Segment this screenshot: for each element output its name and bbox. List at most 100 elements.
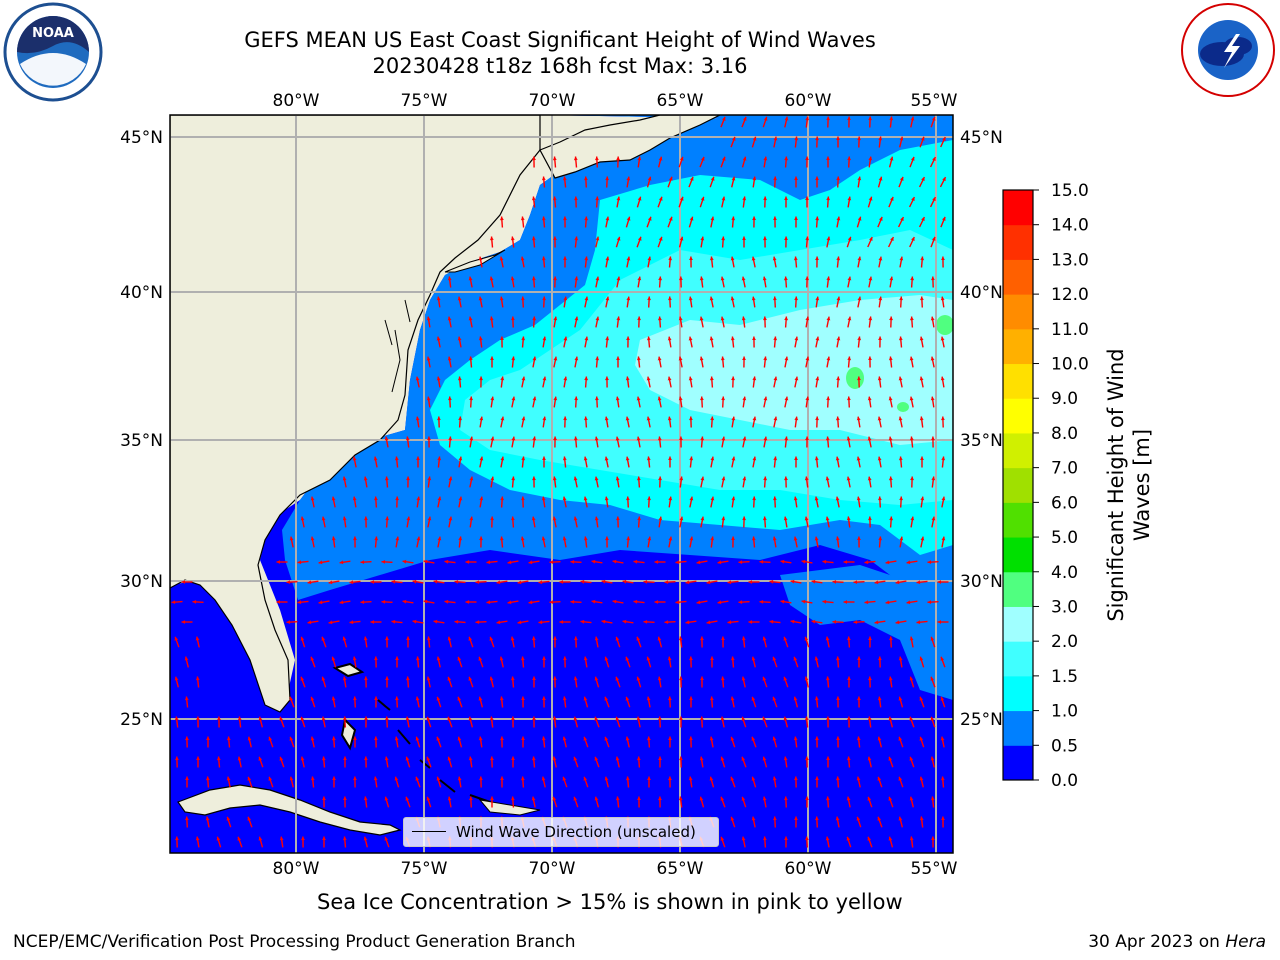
wind-arrow-head xyxy=(804,476,809,481)
wind-arrow-head xyxy=(500,376,505,381)
wind-arrow-head xyxy=(433,579,438,584)
wind-arrow-head xyxy=(700,716,704,721)
legend-line-swatch xyxy=(412,831,446,832)
colorbar-segment xyxy=(1003,745,1033,781)
wind-arrow-head xyxy=(595,276,600,281)
colorbar-segment xyxy=(1003,502,1033,538)
wind-arrow-head xyxy=(784,836,788,840)
wind-arrow-head xyxy=(727,620,732,625)
wind-arrow-head xyxy=(310,656,315,661)
wind-arrow-head xyxy=(465,600,469,604)
wind-arrow-head xyxy=(836,176,840,181)
wind-arrow-head xyxy=(626,256,631,261)
wind-arrow-head xyxy=(216,756,221,761)
colorbar-segment xyxy=(1003,432,1033,469)
wind-arrow-head xyxy=(583,656,588,661)
wind-arrow-head xyxy=(759,600,764,604)
wind-arrow-head xyxy=(436,656,441,661)
wind-arrow-head xyxy=(423,559,428,564)
wind-arrow-head xyxy=(668,296,672,301)
wind-arrow-head xyxy=(706,620,711,625)
wind-arrow-head xyxy=(416,496,421,501)
wind-arrow-head xyxy=(741,276,746,281)
wind-arrow-head xyxy=(930,316,935,321)
wind-arrow-head xyxy=(877,376,882,381)
wind-arrow-head xyxy=(625,416,630,421)
wind-arrow-head xyxy=(657,316,662,321)
wind-arrow-head xyxy=(636,756,641,761)
colorbar-tick-label: 11.0 xyxy=(1051,320,1089,340)
lat-label-left: 30°N xyxy=(120,572,163,592)
wind-arrow-head xyxy=(605,296,610,301)
wind-arrow-head xyxy=(885,600,890,605)
wind-arrow-head xyxy=(835,496,840,501)
wind-arrow-head xyxy=(685,620,690,625)
wind-arrow-head xyxy=(878,136,883,141)
wind-arrow-head xyxy=(185,816,189,821)
wind-arrow-head xyxy=(888,756,893,761)
wind-arrow-head xyxy=(696,600,701,605)
wind-arrow-head xyxy=(542,416,547,421)
lon-label-top: 70°W xyxy=(529,91,576,111)
wind-arrow-head xyxy=(763,356,768,361)
wind-arrow-head xyxy=(510,676,515,681)
wind-arrow-head xyxy=(457,696,462,701)
wind-arrow-head xyxy=(584,176,588,181)
wind-arrow-head xyxy=(297,560,302,565)
wind-arrow-head xyxy=(541,256,546,261)
wind-arrow-head xyxy=(657,396,662,401)
wind-arrow-head xyxy=(941,416,945,421)
wind-arrow-head xyxy=(675,600,680,605)
wind-arrow-head xyxy=(174,676,179,681)
wind-arrow-head xyxy=(192,600,197,604)
wind-arrow-head xyxy=(679,276,683,281)
wind-arrow-head xyxy=(784,316,789,321)
wind-arrow-head xyxy=(563,336,568,341)
wind-arrow-head xyxy=(916,620,921,625)
wind-arrow-head xyxy=(289,696,294,701)
wind-arrow-head xyxy=(783,676,788,681)
wind-arrow-head xyxy=(921,217,925,221)
wind-arrow-head xyxy=(646,416,651,421)
wind-arrow-head xyxy=(328,580,333,585)
wind-arrow-head xyxy=(444,559,449,564)
colorbar-tick-label: 0.0 xyxy=(1051,771,1078,791)
wind-arrow-head xyxy=(874,580,879,585)
wind-arrow-head xyxy=(911,237,915,241)
wind-arrow-head xyxy=(532,396,537,401)
wind-arrow-head xyxy=(469,476,474,481)
wind-arrow-head xyxy=(700,396,704,401)
wind-arrow-head xyxy=(793,256,798,261)
wind-arrow-head xyxy=(930,796,935,801)
wind-arrow-head xyxy=(836,216,841,221)
colorbar: 0.0 0.5 1.0 1.5 2.0 3.0 4.0 5.0 6.0 7.0 8.0 9.0 10.0… xyxy=(1002,181,1089,791)
wind-arrow-head xyxy=(532,356,537,361)
wind-arrow-head xyxy=(469,516,474,521)
wind-arrow-head xyxy=(658,756,662,760)
lon-label-bottom: 75°W xyxy=(401,859,448,879)
wind-arrow-head xyxy=(679,436,683,440)
wind-arrow-head xyxy=(646,656,651,661)
wind-arrow-head xyxy=(784,196,788,200)
wind-arrow-head xyxy=(752,416,757,421)
wind-arrow-head xyxy=(763,396,768,401)
wind-arrow-head xyxy=(868,516,872,521)
wind-arrow-head xyxy=(805,396,810,401)
wind-arrow-head xyxy=(931,516,936,521)
wind-arrow-head xyxy=(447,796,452,801)
wind-arrow-head xyxy=(402,559,407,564)
wind-arrow-head xyxy=(258,756,263,761)
wind-arrow-head xyxy=(583,496,588,501)
wind-arrow-head xyxy=(510,236,515,241)
wind-arrow-head xyxy=(531,636,536,641)
wind-arrow-head xyxy=(297,600,302,605)
wind-arrow-head xyxy=(847,356,852,361)
wind-arrow-head xyxy=(889,156,894,161)
wind-arrow-head xyxy=(374,656,378,661)
wind-arrow-head xyxy=(722,116,726,121)
wind-arrow-head xyxy=(184,696,189,701)
wind-arrow-head xyxy=(580,579,585,584)
wind-arrow-head xyxy=(454,580,459,584)
wind-arrow-head xyxy=(741,316,746,321)
